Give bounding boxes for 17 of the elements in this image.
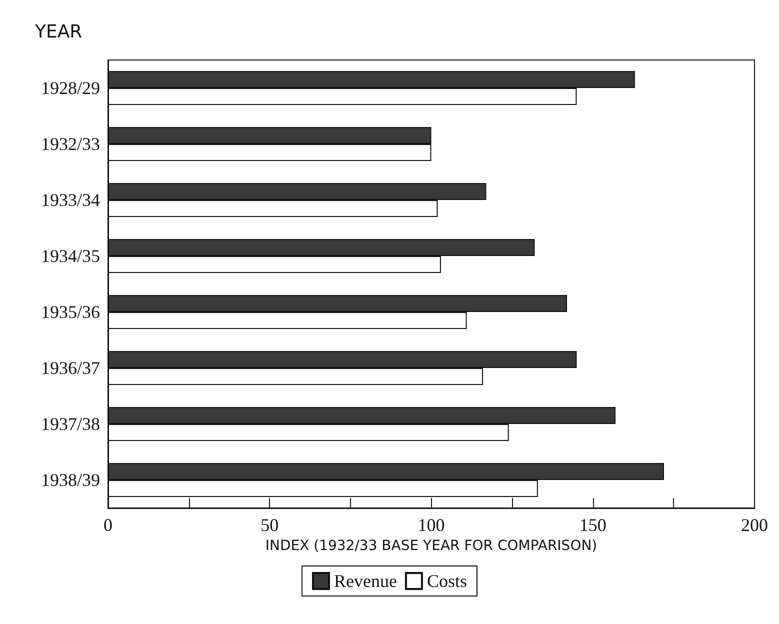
y-tick-label: 1937/38 xyxy=(40,414,100,434)
legend-label: Costs xyxy=(426,571,468,591)
x-tick-label: 150 xyxy=(579,515,606,535)
y-tick-label: 1933/34 xyxy=(40,190,100,210)
y-tick-label: 1928/29 xyxy=(40,78,100,98)
y-tick-label: 1932/33 xyxy=(40,134,100,154)
x-tick-label: 50 xyxy=(260,515,279,535)
x-tick-label: 200 xyxy=(741,515,768,535)
y-tick-label: 1938/39 xyxy=(40,470,100,490)
legend-label: Revenue xyxy=(334,571,397,591)
x-axis-title: INDEX (1932/33 BASE YEAR FOR COMPARISON) xyxy=(265,538,598,554)
x-tick-label: 0 xyxy=(104,515,112,535)
x-tick-label: 100 xyxy=(418,515,445,535)
y-axis-title: YEAR xyxy=(34,22,82,42)
y-tick-label: 1934/35 xyxy=(40,246,100,266)
y-tick-label: 1936/37 xyxy=(40,358,100,378)
y-tick-label: 1935/36 xyxy=(40,302,100,322)
